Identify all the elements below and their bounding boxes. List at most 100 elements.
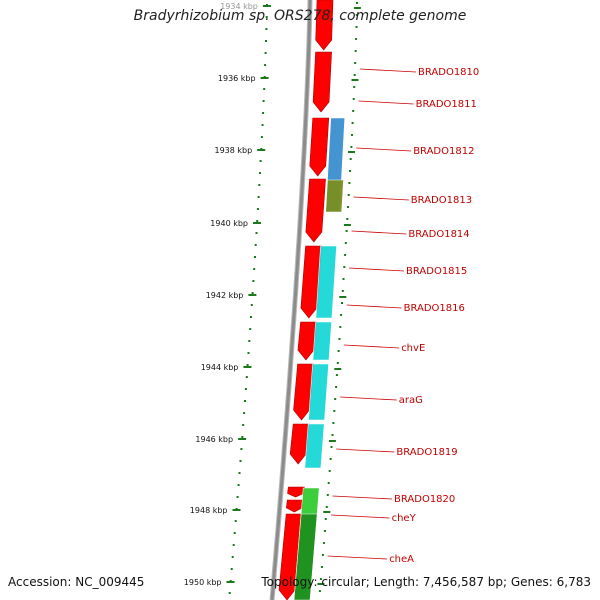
scale-dot	[248, 340, 251, 342]
scale-dot	[341, 302, 343, 304]
scale-major-tick	[328, 440, 336, 442]
gene-label-leader	[353, 196, 409, 201]
gene-label-leader	[358, 100, 414, 105]
scale-dot	[239, 460, 242, 462]
scale-major-tick	[238, 438, 247, 440]
gene-label-brado1816: BRADO1816	[404, 303, 465, 314]
gene-label-brado1812: BRADO1812	[413, 146, 474, 157]
forward-gene-arrow	[293, 363, 314, 421]
scale-major-tick	[243, 366, 252, 368]
scale-dot	[231, 556, 234, 558]
scale-dot	[249, 328, 252, 330]
reverse-gene-block	[325, 179, 344, 213]
scale-dot	[341, 290, 344, 292]
scale-dot	[232, 544, 235, 546]
forward-gene-arrow	[278, 513, 303, 600]
scale-dot	[244, 388, 247, 390]
gene-labels: BRADO1810 BRADO1811 BRADO1812 BRADO1813 BRAD…	[327, 67, 479, 565]
scale-dot	[346, 218, 349, 220]
scale-dot	[349, 170, 352, 172]
scale-dot	[342, 278, 345, 280]
scale-dot	[353, 74, 356, 76]
scale-major-tick	[334, 368, 342, 370]
scale-dot	[335, 386, 338, 388]
scale-dot	[349, 158, 352, 160]
scale-ruler-right	[317, 2, 361, 592]
scale-dot	[254, 244, 257, 246]
scale-dot	[344, 242, 347, 244]
forward-gene-arrow	[309, 117, 330, 177]
scale-dot	[344, 254, 347, 256]
forward-gene-arrow	[300, 245, 322, 319]
gene-label-leader	[351, 230, 407, 235]
scale-dot	[333, 410, 336, 412]
scale-dot	[350, 146, 353, 148]
scale-dot	[244, 400, 246, 402]
scale-dot	[261, 124, 264, 126]
scale-dot	[330, 446, 333, 448]
scale-major-tick	[257, 149, 266, 151]
scale-dot	[245, 376, 248, 378]
scale-dot	[327, 482, 330, 484]
scale-dot	[355, 26, 358, 28]
scale-dot	[246, 364, 249, 366]
scale-label: 1944 kbp	[201, 363, 239, 372]
reverse-gene-block	[312, 321, 332, 361]
scale-dot	[265, 28, 268, 30]
scale-dot	[354, 50, 357, 52]
scale-dot	[320, 566, 323, 568]
gene-label-leader	[336, 448, 395, 453]
scale-dot	[343, 266, 346, 268]
scale-dot	[337, 350, 340, 352]
scale-dot	[257, 196, 260, 198]
scale-dot	[240, 448, 243, 450]
scale-dot	[241, 436, 244, 438]
scale-major-tick	[348, 151, 355, 153]
genome-summary-text: Topology: circular; Length: 7,456,587 bp…	[261, 575, 591, 589]
reverse-gene-block	[308, 363, 329, 421]
scale-dot	[259, 160, 262, 162]
scale-dot	[258, 184, 261, 186]
gene-label-chea: cheA	[389, 554, 414, 565]
scale-dot	[345, 230, 348, 232]
scale-major-tick	[343, 224, 351, 226]
scale-ruler: 1934 kbp 1936 kbp 1938 kbp 1940 kbp 1942 kbp…	[184, 2, 271, 594]
gene-label-chey: cheY	[392, 513, 417, 524]
scale-major-tick	[232, 509, 241, 511]
scale-dot	[355, 38, 358, 40]
scale-dot	[352, 110, 355, 112]
scale-label: 1934 kbp	[220, 2, 258, 11]
scale-major-tick	[339, 296, 347, 298]
scale-dot	[329, 458, 332, 460]
gene-label-brado1814: BRADO1814	[408, 229, 469, 240]
scale-dot	[263, 88, 266, 90]
scale-dot	[262, 100, 265, 102]
scale-major-tick	[351, 79, 359, 81]
scale-major-tick	[248, 294, 257, 296]
scale-dot	[318, 590, 321, 592]
genome-backbone-core	[270, 0, 312, 600]
scale-major-tick	[226, 581, 235, 583]
scale-dot	[339, 326, 342, 328]
gene-label-leader	[340, 396, 397, 401]
scale-dot	[238, 472, 241, 474]
scale-dot	[354, 62, 357, 64]
scale-dot	[233, 532, 236, 534]
scale-dot	[264, 64, 267, 66]
scale-dot	[331, 434, 334, 436]
scale-dot	[347, 194, 350, 196]
scale-dot	[236, 496, 239, 498]
gene-label-brado1819: BRADO1819	[396, 447, 457, 458]
scale-dot	[253, 268, 256, 270]
gene-label-brado1820: BRADO1820	[394, 494, 455, 505]
scale-dot	[256, 208, 259, 210]
accession-text: Accession: NC_009445	[8, 575, 145, 589]
scale-dot	[351, 122, 354, 124]
scale-dot	[255, 232, 258, 234]
scale-dot	[319, 578, 322, 580]
scale-label: 1936 kbp	[218, 74, 256, 83]
scale-major-tick	[317, 583, 325, 585]
forward-gene-arrow	[289, 423, 310, 465]
